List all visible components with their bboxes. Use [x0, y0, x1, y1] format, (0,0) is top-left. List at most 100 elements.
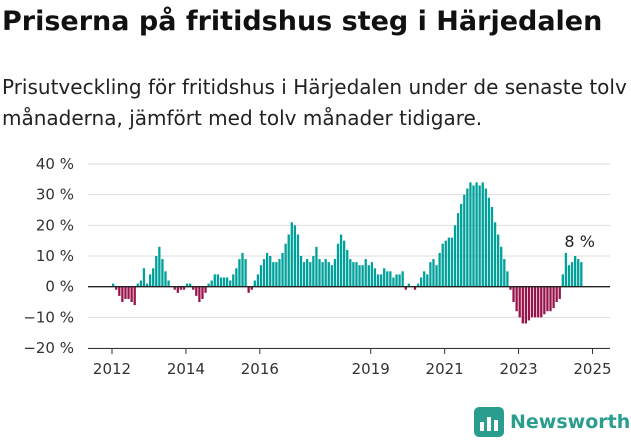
bar	[211, 281, 213, 287]
bar	[238, 259, 240, 287]
bar	[482, 182, 484, 286]
bar	[463, 195, 465, 287]
bar	[275, 262, 277, 287]
bar	[201, 287, 203, 299]
bar	[371, 262, 373, 287]
y-tick-label: 10 %	[36, 247, 74, 265]
bar	[577, 259, 579, 287]
bar	[266, 253, 268, 287]
bar	[528, 287, 530, 321]
brand-name: Newsworthy	[510, 411, 631, 433]
bar	[158, 247, 160, 287]
bar	[503, 259, 505, 287]
bar	[355, 262, 357, 287]
newsworthy-logo: Newsworthy	[474, 404, 631, 440]
bar	[257, 274, 259, 286]
bar	[556, 287, 558, 302]
bar	[321, 262, 323, 287]
bar	[380, 274, 382, 286]
bar	[352, 262, 354, 287]
bar	[383, 268, 385, 286]
bar	[488, 198, 490, 287]
bar	[392, 277, 394, 286]
bar	[552, 287, 554, 308]
bar	[152, 268, 154, 286]
bar	[497, 235, 499, 287]
bar	[226, 277, 228, 286]
bar	[312, 256, 314, 287]
x-tick-label: 2023	[499, 360, 537, 378]
bar	[284, 244, 286, 287]
y-tick-label: −20 %	[23, 339, 74, 357]
bar	[164, 271, 166, 286]
bar	[134, 287, 136, 305]
bar	[506, 271, 508, 286]
bar	[522, 287, 524, 324]
bar	[451, 238, 453, 287]
bar	[549, 287, 551, 312]
y-tick-label: −10 %	[23, 308, 74, 326]
y-tick-label: 20 %	[36, 216, 74, 234]
bar	[445, 241, 447, 287]
bar	[294, 225, 296, 286]
bar	[543, 287, 545, 315]
bar	[466, 189, 468, 287]
x-tick-label: 2021	[426, 360, 464, 378]
bar	[448, 238, 450, 287]
bar	[121, 287, 123, 302]
bar	[254, 281, 256, 287]
bar	[177, 287, 179, 293]
bar	[432, 259, 434, 287]
bar	[531, 287, 533, 318]
bar	[281, 253, 283, 287]
latest-value-annotation: 8 %	[564, 232, 594, 251]
bar	[155, 256, 157, 287]
bar	[340, 235, 342, 287]
bar	[241, 253, 243, 287]
bar	[435, 265, 437, 286]
bar	[343, 241, 345, 287]
bar	[475, 182, 477, 286]
bars	[112, 182, 582, 323]
bar	[278, 259, 280, 287]
bar	[534, 287, 536, 318]
bar	[494, 222, 496, 286]
bar	[223, 277, 225, 286]
bar	[167, 281, 169, 287]
bar	[402, 271, 404, 286]
bar	[515, 287, 517, 312]
bar	[429, 262, 431, 287]
bar	[361, 265, 363, 286]
bar	[398, 274, 400, 286]
bar	[306, 259, 308, 287]
bar	[485, 189, 487, 287]
bar	[519, 287, 521, 318]
bar	[358, 265, 360, 286]
bar	[272, 262, 274, 287]
bar	[442, 244, 444, 287]
y-axis-tick-labels: −20 %−10 %0 %10 %20 %30 %40 %	[23, 155, 74, 357]
bar	[118, 287, 120, 296]
bar	[260, 265, 262, 286]
bar	[377, 274, 379, 286]
bar	[263, 259, 265, 287]
bar	[235, 268, 237, 286]
y-tick-label: 40 %	[36, 155, 74, 173]
bar	[580, 262, 582, 287]
bar	[334, 259, 336, 287]
bar	[525, 287, 527, 324]
bar	[127, 287, 129, 299]
x-tick-label: 2016	[241, 360, 279, 378]
bar	[571, 262, 573, 287]
bar	[331, 265, 333, 286]
chart-subtitle: Prisutveckling för fritidshus i Härjedal…	[2, 72, 627, 134]
x-tick-label: 2014	[167, 360, 205, 378]
bar	[244, 259, 246, 287]
bar	[143, 268, 145, 286]
bar	[426, 274, 428, 286]
bar	[288, 235, 290, 287]
bar	[559, 287, 561, 299]
bar	[124, 287, 126, 299]
